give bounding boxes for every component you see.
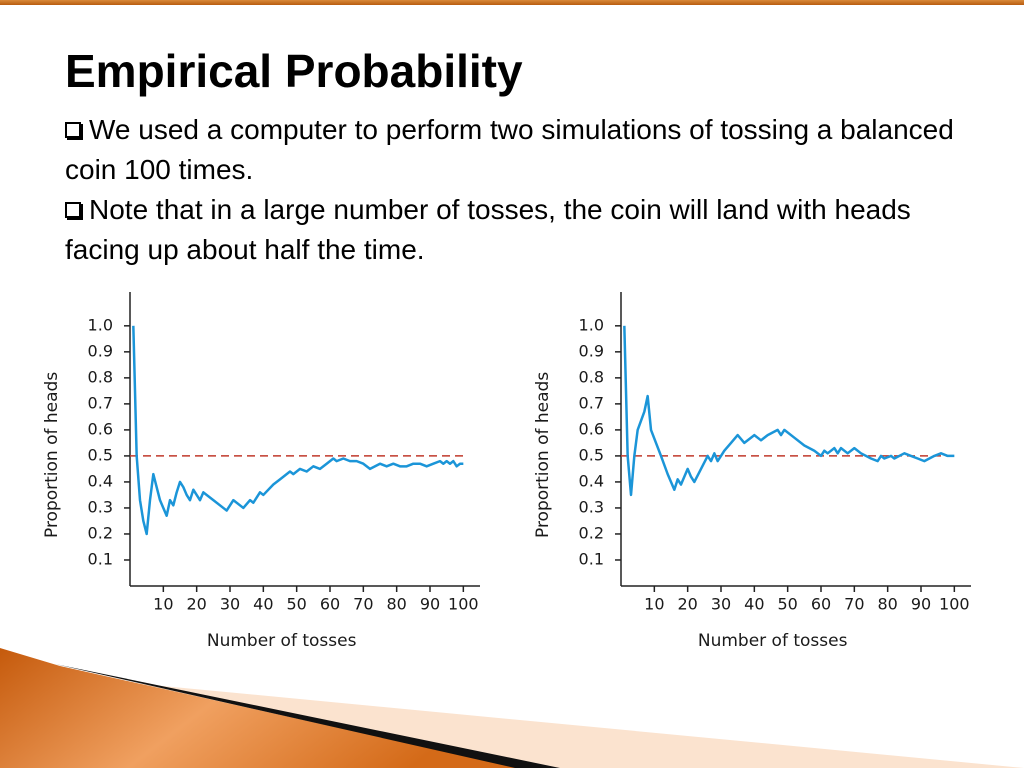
y-tick-label: 0.7 [88,393,113,412]
x-tick-label: 70 [353,595,373,614]
y-tick-label: 0.9 [88,341,113,360]
y-tick-label: 0.5 [579,445,604,464]
y-tick-label: 0.6 [579,419,604,438]
x-tick-label: 40 [253,595,273,614]
y-tick-label: 0.1 [579,549,604,568]
bullet-text: Note that in a large number of tosses, t… [65,194,911,265]
x-tick-label: 60 [811,595,831,614]
y-tick-label: 0.8 [579,367,604,386]
y-tick-label: 0.7 [579,393,604,412]
x-tick-label: 30 [711,595,731,614]
y-tick-label: 0.5 [88,445,113,464]
bullet-item: We used a computer to perform two simula… [65,110,965,190]
y-tick-label: 0.4 [579,471,604,490]
x-tick-label: 60 [320,595,340,614]
x-tick-label: 50 [777,595,797,614]
bullet-icon [65,122,81,138]
x-tick-label: 100 [448,595,479,614]
x-axis-label: Number of tosses [698,631,848,651]
x-tick-label: 80 [877,595,897,614]
x-tick-label: 80 [386,595,406,614]
y-tick-label: 0.8 [88,367,113,386]
y-tick-label: 0.2 [579,523,604,542]
y-tick-label: 0.6 [88,419,113,438]
x-tick-label: 10 [644,595,664,614]
y-axis-label: Proportion of heads [42,372,62,538]
decoration [100,680,1024,768]
y-tick-label: 1.0 [88,315,113,334]
y-tick-label: 1.0 [579,315,604,334]
bullet-item: Note that in a large number of tosses, t… [65,190,965,270]
x-tick-label: 100 [939,595,970,614]
y-tick-label: 0.2 [88,523,113,542]
bullet-icon [65,202,81,218]
x-tick-label: 40 [744,595,764,614]
y-tick-label: 0.4 [88,471,113,490]
x-tick-label: 90 [420,595,440,614]
x-axis-label: Number of tosses [207,631,357,651]
x-tick-label: 50 [286,595,306,614]
decoration [0,648,520,768]
x-tick-label: 30 [220,595,240,614]
x-tick-label: 20 [677,595,697,614]
y-tick-label: 0.3 [88,497,113,516]
data-line [132,325,464,536]
y-tick-label: 0.9 [579,341,604,360]
slide-title: Empirical Probability [65,45,523,97]
x-tick-label: 20 [186,595,206,614]
y-tick-label: 0.1 [88,549,113,568]
y-axis-label: Proportion of heads [533,372,553,538]
top-bar [0,0,1024,5]
x-tick-label: 10 [153,595,173,614]
bullet-text: We used a computer to perform two simula… [65,114,954,185]
decoration [55,664,560,768]
x-tick-label: 90 [911,595,931,614]
x-tick-label: 70 [844,595,864,614]
y-tick-label: 0.3 [579,497,604,516]
data-line [623,325,955,497]
